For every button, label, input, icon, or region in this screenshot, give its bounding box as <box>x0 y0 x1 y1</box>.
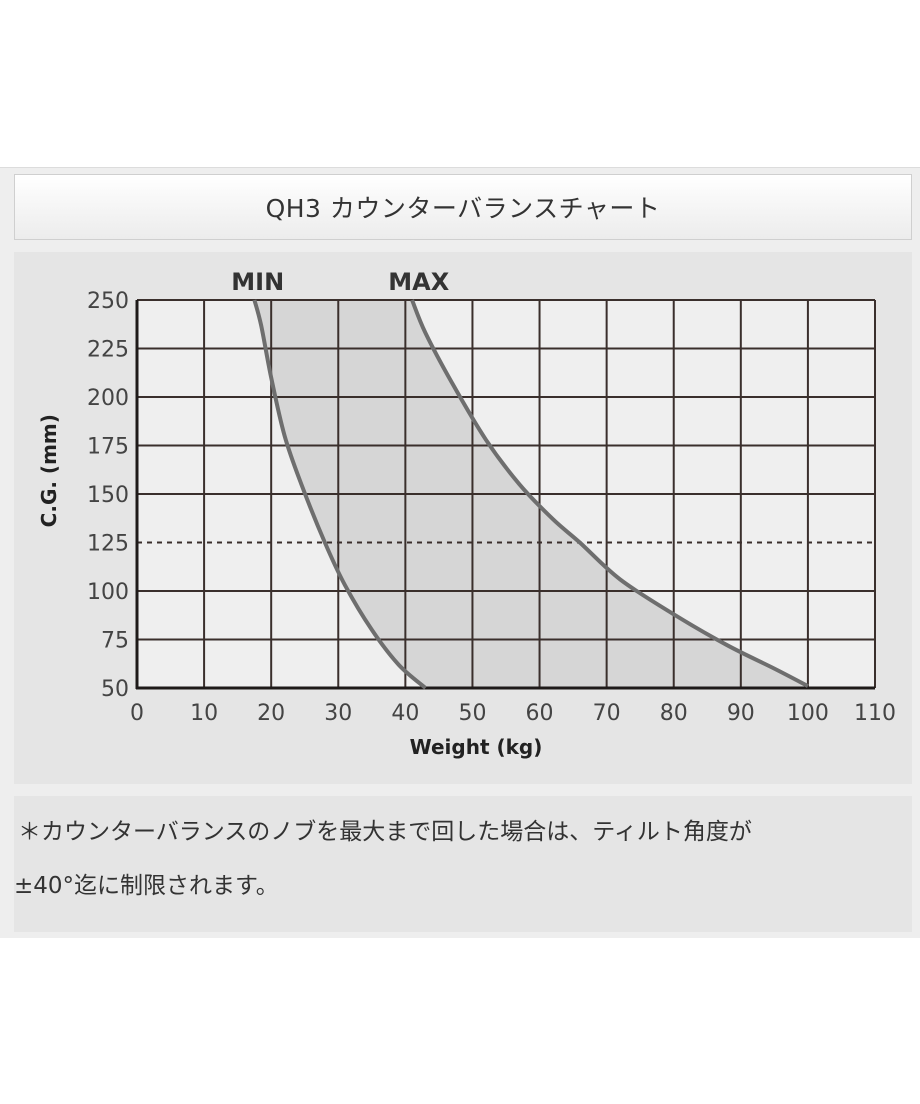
chart-title-bar: QH3 カウンターバランスチャート <box>14 174 912 240</box>
y-axis-title: C.G. (mm) <box>37 414 61 527</box>
counterbalance-chart: 0 10 20 30 40 50 60 70 80 90 100 110 50 75 100 125 150 17… <box>37 268 896 759</box>
y-tick-label-50: 50 <box>101 677 129 702</box>
x-axis-title: Weight (kg) <box>410 735 543 759</box>
note-line-2: ±40°迄に制限されます。 <box>14 873 279 899</box>
series-max-line <box>410 299 809 688</box>
x-tick-label-40: 40 <box>391 701 419 726</box>
x-tick-label-70: 70 <box>593 701 621 726</box>
chart-title: QH3 カウンターバランスチャート <box>265 194 661 223</box>
x-tick-label-0: 0 <box>130 701 144 726</box>
note-line-1: ＊カウンターバランスのノブを最大まで回した場合は、ティルト角度が <box>18 819 752 845</box>
series-max-label: MAX <box>388 268 449 296</box>
y-tick-label-75: 75 <box>101 629 129 654</box>
y-tick-label-175: 175 <box>87 435 129 460</box>
x-tick-label-50: 50 <box>458 701 486 726</box>
y-tick-label-200: 200 <box>87 386 129 411</box>
y-tick-label-250: 250 <box>87 289 129 314</box>
x-tick-label-30: 30 <box>324 701 352 726</box>
x-tick-label-100: 100 <box>787 701 829 726</box>
x-tick-label-20: 20 <box>257 701 285 726</box>
x-tick-label-60: 60 <box>526 701 554 726</box>
x-tick-label-110: 110 <box>854 701 896 726</box>
series-min-line <box>252 299 427 690</box>
series-min-label: MIN <box>231 268 284 296</box>
note-area: ＊カウンターバランスのノブを最大まで回した場合は、ティルト角度が ±40°迄に制… <box>14 796 912 932</box>
y-tick-label-100: 100 <box>87 580 129 605</box>
x-tick-label-10: 10 <box>190 701 218 726</box>
y-tick-label-150: 150 <box>87 483 129 508</box>
chart-area: 0 10 20 30 40 50 60 70 80 90 100 110 50 75 100 125 150 17… <box>14 252 912 784</box>
x-tick-label-90: 90 <box>727 701 755 726</box>
x-tick-label-80: 80 <box>660 701 688 726</box>
y-tick-label-225: 225 <box>87 338 129 363</box>
y-tick-label-125: 125 <box>87 532 129 557</box>
